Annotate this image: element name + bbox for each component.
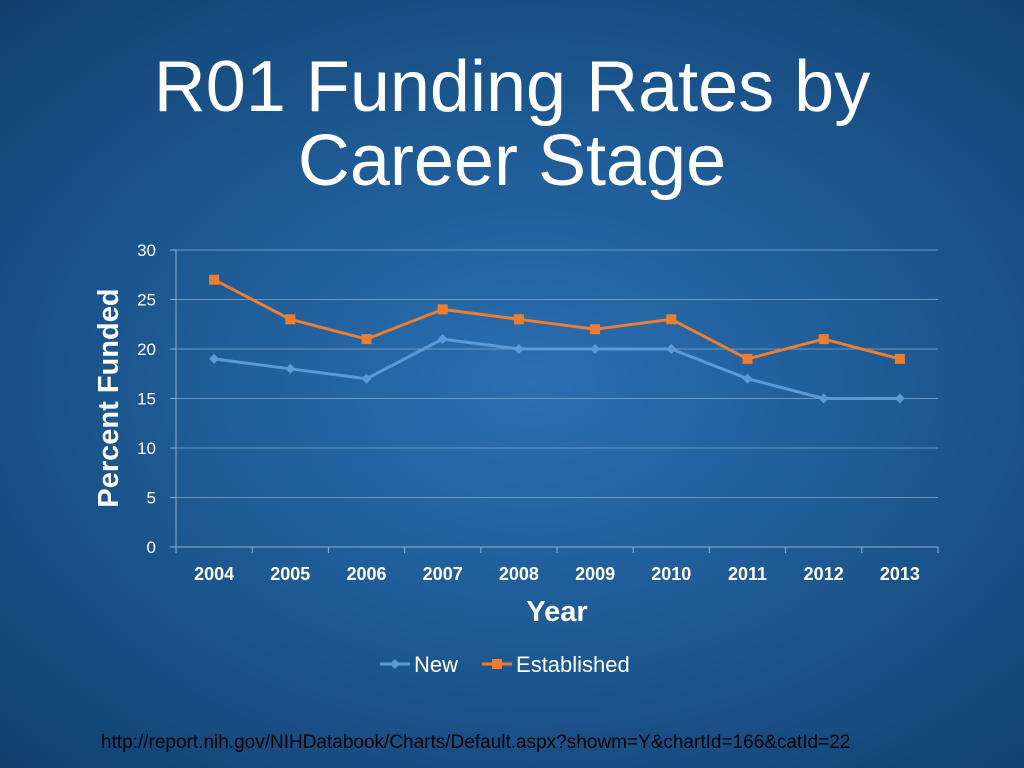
y-tick-label: 0 <box>147 538 156 557</box>
data-point-new <box>818 393 829 404</box>
legend-swatch-marker <box>390 659 400 669</box>
data-point-established <box>285 314 296 325</box>
chart-series <box>209 274 905 404</box>
slide-title: R01 Funding Rates by Career Stage <box>0 50 1024 198</box>
x-tick-label: 2008 <box>499 564 539 584</box>
data-point-established <box>818 334 829 345</box>
y-tick-label: 15 <box>137 390 156 409</box>
x-tick-label: 2012 <box>804 564 844 584</box>
data-point-established <box>666 314 677 325</box>
data-point-established <box>437 304 448 315</box>
data-point-new <box>742 373 753 384</box>
legend-item-established: Established <box>482 652 630 677</box>
x-tick-label: 2010 <box>651 564 691 584</box>
slide-title-line-2: Career Stage <box>297 121 727 201</box>
legend-swatch-marker <box>492 659 503 669</box>
legend-label: New <box>414 652 458 677</box>
series-line-new <box>213 337 900 400</box>
data-point-established <box>742 353 753 364</box>
y-axis-title: Percent Funded <box>93 288 125 507</box>
data-point-established <box>209 274 220 285</box>
chart-gridlines <box>176 249 938 498</box>
series-new <box>209 334 905 404</box>
x-tick-label: 2009 <box>575 564 615 584</box>
data-point-new <box>666 344 677 354</box>
x-tick-label: 2011 <box>728 564 767 584</box>
y-tick-label: 20 <box>137 340 156 359</box>
data-point-new <box>209 353 220 364</box>
chart-axes: 0 5 10 15 20 25 30 2004 2005 2006 2007 2008 2009 2010… <box>137 241 939 584</box>
x-axis-title: Year <box>526 596 587 628</box>
series-line-established <box>213 278 901 361</box>
data-point-new <box>285 363 296 374</box>
data-point-new <box>437 334 448 345</box>
y-tick-label: 30 <box>137 241 156 260</box>
y-tick-label: 25 <box>137 291 156 310</box>
x-tick-label: 2007 <box>423 564 463 584</box>
series-established <box>209 274 905 364</box>
legend-label: Established <box>516 652 630 677</box>
data-point-established <box>894 353 905 364</box>
data-point-new <box>513 344 524 354</box>
x-tick-label: 2006 <box>346 564 386 584</box>
y-tick-label: 10 <box>137 439 156 458</box>
y-tick-label: 5 <box>147 489 156 508</box>
source-url: http://report.nih.gov/NIHDatabook/Charts… <box>101 732 851 753</box>
x-tick-label: 2004 <box>194 564 234 584</box>
legend-item-new: New <box>380 652 458 677</box>
slide-title-line-1: R01 Funding Rates by <box>153 47 871 127</box>
x-tick-label: 2005 <box>270 564 310 584</box>
data-point-new <box>590 344 601 354</box>
data-point-established <box>361 334 372 345</box>
data-point-established <box>513 314 524 325</box>
data-point-new <box>361 373 372 384</box>
x-tick-label: 2013 <box>880 564 920 584</box>
data-point-established <box>590 324 601 335</box>
data-point-new <box>894 393 905 404</box>
chart-legend: New Established <box>380 652 630 677</box>
